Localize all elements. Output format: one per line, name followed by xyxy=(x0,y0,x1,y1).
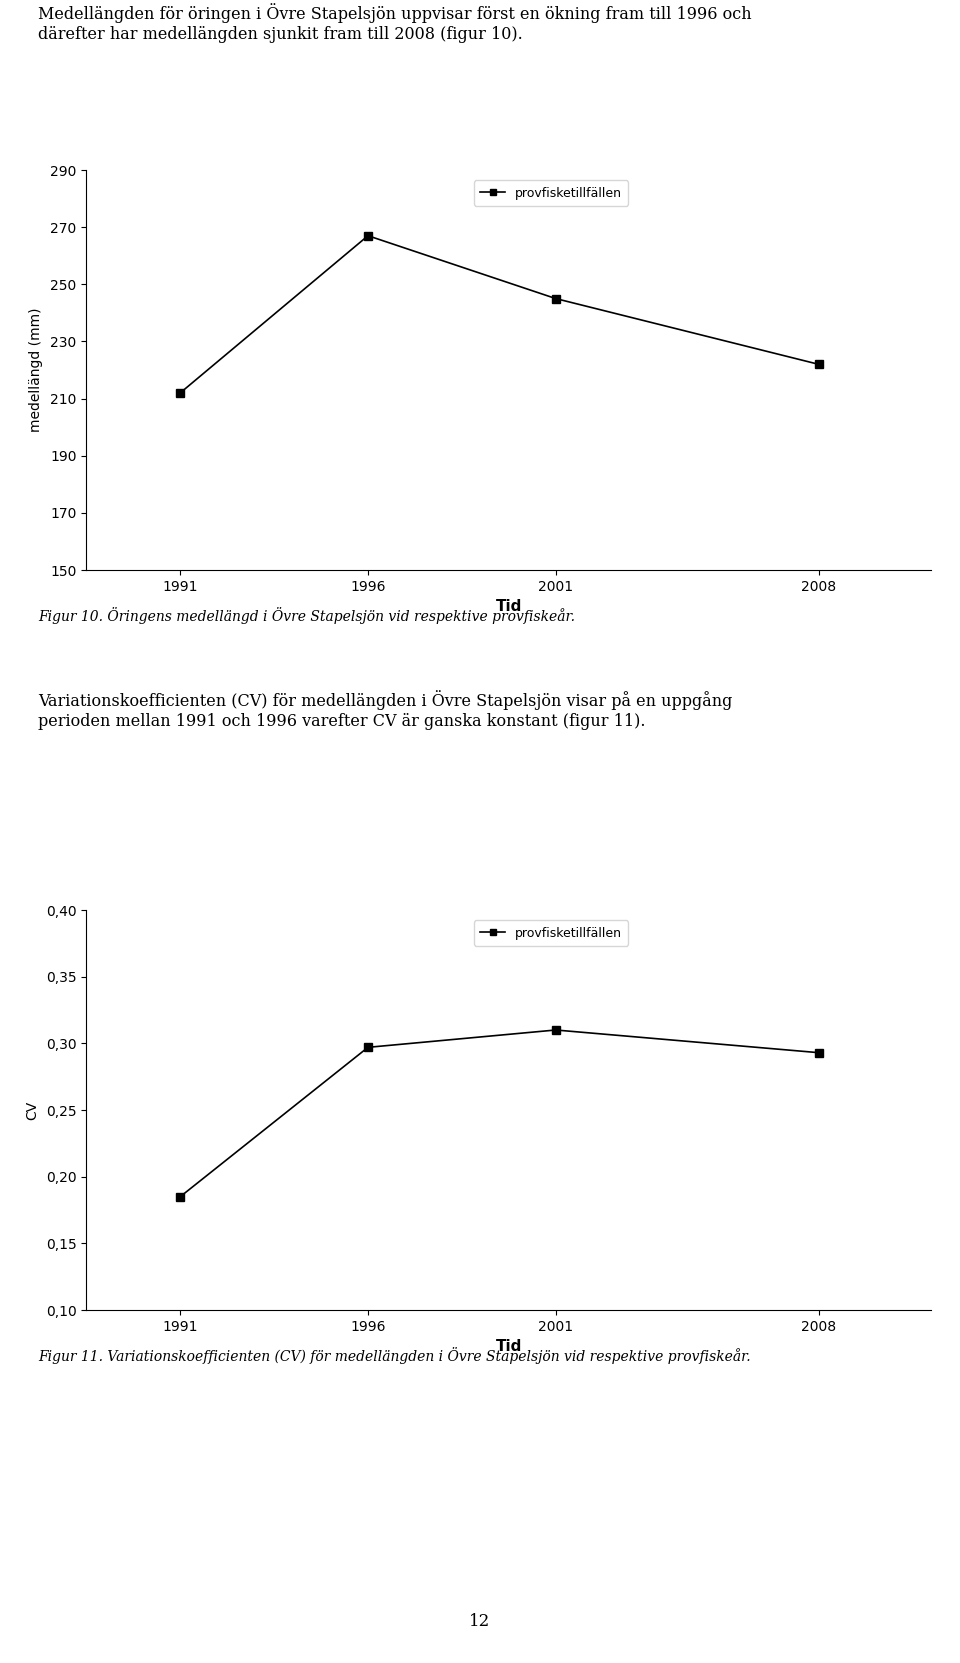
Text: Figur 11. Variationskoefficienten (CV) för medellängden i Övre Stapelsjön vid re: Figur 11. Variationskoefficienten (CV) f… xyxy=(38,1347,751,1364)
X-axis label: Tid: Tid xyxy=(495,1339,522,1354)
Legend: provfisketillfällen: provfisketillfällen xyxy=(474,180,628,206)
Text: Figur 10. Öringens medellängd i Övre Stapelsjön vid respektive provfiskeår.: Figur 10. Öringens medellängd i Övre Sta… xyxy=(38,607,575,624)
Y-axis label: CV: CV xyxy=(25,1101,39,1119)
Y-axis label: medellängd (mm): medellängd (mm) xyxy=(29,308,43,432)
Legend: provfisketillfällen: provfisketillfällen xyxy=(474,920,628,946)
Text: 12: 12 xyxy=(469,1613,491,1630)
Text: Medellängden för öringen i Övre Stapelsjön uppvisar först en ökning fram till 19: Medellängden för öringen i Övre Stapelsj… xyxy=(38,3,752,43)
Text: Variationskoefficienten (CV) för medellängden i Övre Stapelsjön visar på en uppg: Variationskoefficienten (CV) för medellä… xyxy=(38,690,732,730)
X-axis label: Tid: Tid xyxy=(495,599,522,614)
